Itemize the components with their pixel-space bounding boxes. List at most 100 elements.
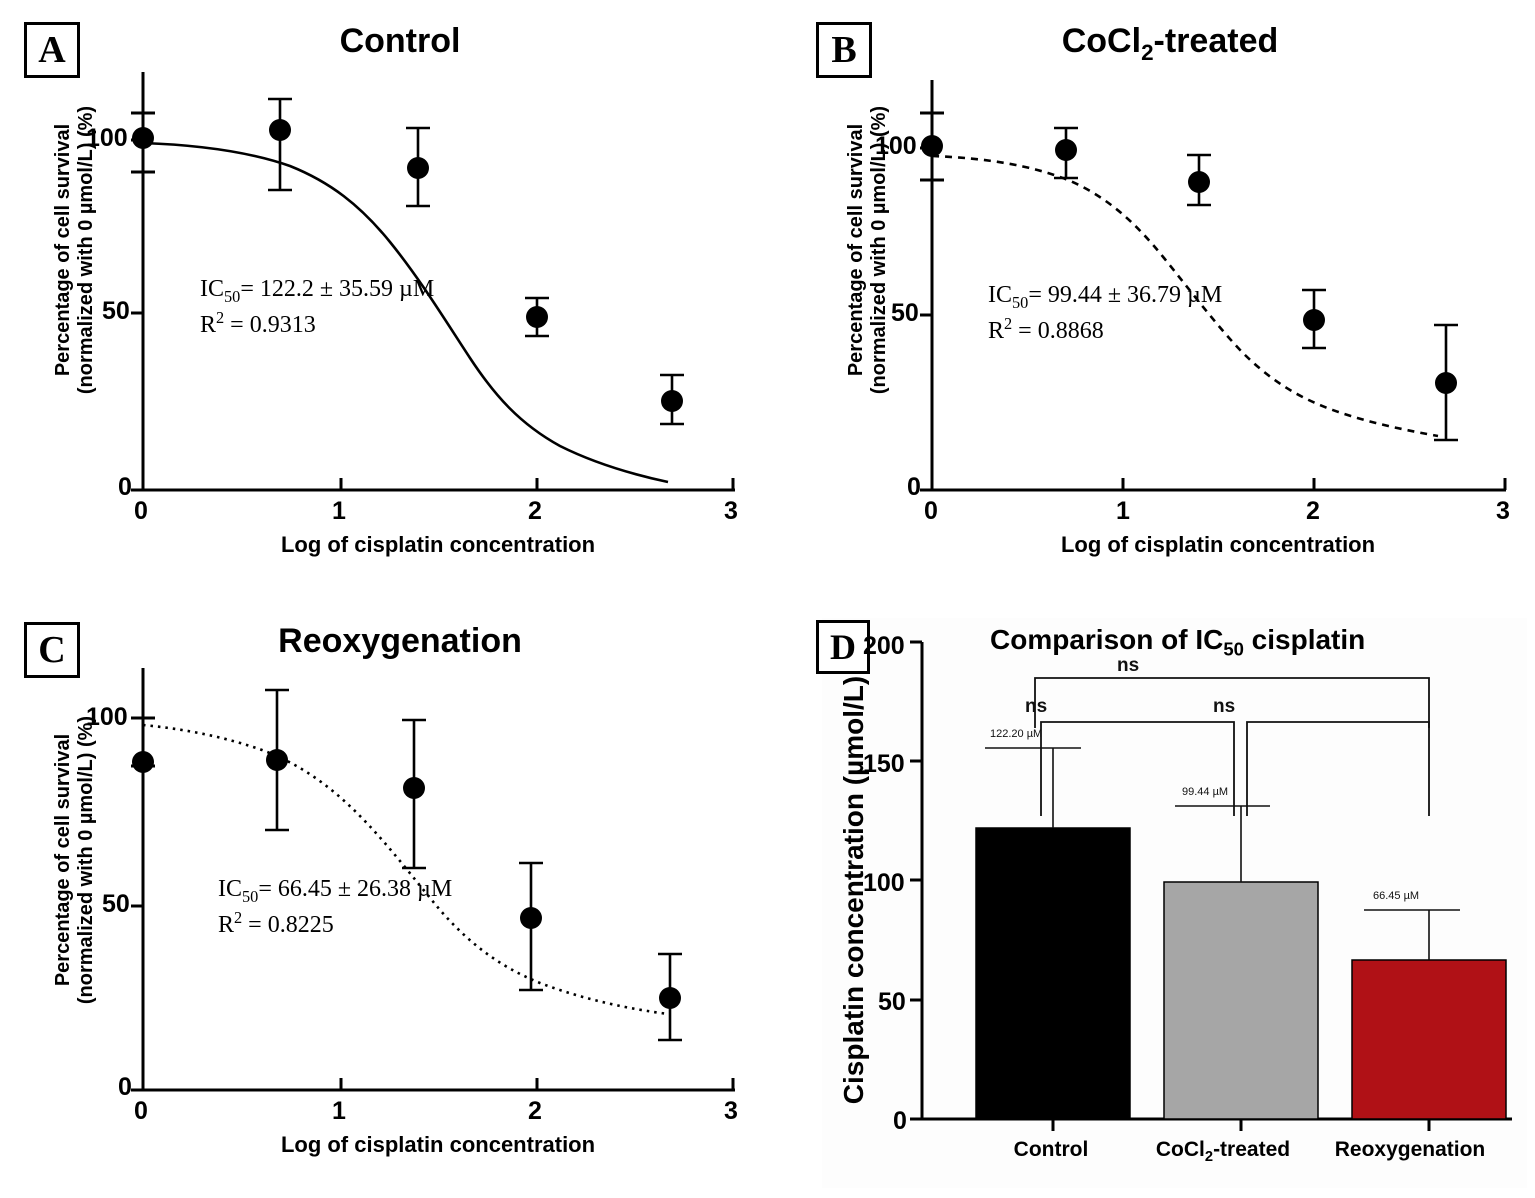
panel-b-marker-1	[1055, 139, 1077, 161]
panel-d-cat1-prefix: CoCl	[1155, 1138, 1205, 1161]
panel-a-xtick-1: 1	[332, 497, 346, 525]
panel-d-bar-cocl2	[1163, 881, 1319, 1120]
panel-d-value-label-reoxygenation: 66.45 µM	[1373, 890, 1420, 902]
panel-d-value-marker-reoxygenation	[1364, 909, 1460, 960]
panel-c-marker-1	[266, 749, 288, 771]
panel-b-xtick-0: 0	[924, 497, 938, 525]
panel-a-ic50-sub: 50	[224, 286, 241, 306]
panel-c-ytick-50: 50	[102, 890, 130, 918]
panel-c-r2-label: R	[218, 912, 235, 938]
panel-c-xtick-2: 2	[528, 1097, 542, 1125]
panel-d-bar-control	[975, 827, 1131, 1120]
panel-d-value-label-cocl2: 99.44 µM	[1182, 786, 1229, 798]
panel-c-ytick-100: 100	[86, 703, 128, 731]
panel-b-ic50-annotation: IC50= 99.44 ± 36.79 µM	[988, 278, 1222, 314]
panel-c-xtick-3: 3	[724, 1097, 738, 1125]
panel-c-r2-value: = 0.8225	[248, 912, 334, 938]
panel-c-ic50-value: = 66.45 ± 26.38 µM	[258, 876, 453, 902]
panel-d-bar-reoxygenation	[1351, 959, 1507, 1120]
panel-b-ic50-label: IC	[988, 282, 1012, 308]
panel-b-marker-4	[1435, 372, 1457, 394]
panel-d-sig-bracket-right	[1246, 721, 1430, 816]
panel-a-r2-sup: 2	[216, 308, 225, 327]
panel-c-xtick-1: 1	[332, 1097, 346, 1125]
panel-d-value-marker-cocl2	[1175, 805, 1270, 882]
panel-d-ns-label-outer: ns	[1117, 655, 1140, 676]
panel-d-ytick-50: 50	[878, 988, 906, 1016]
panel-c-ic50-label: IC	[218, 876, 242, 902]
panel-a-r2-value: = 0.9313	[230, 312, 316, 338]
panel-a-ytick-0: 0	[118, 473, 132, 501]
panel-a-title: Control	[339, 22, 461, 60]
panel-b-xtick-1: 1	[1116, 497, 1130, 525]
panel-c-title: Reoxygenation	[278, 622, 522, 660]
panel-b-ytick-100: 100	[875, 132, 917, 160]
panel-b-x-axis-title: Log of cisplatin concentration	[1060, 532, 1376, 557]
panel-b-xtick-2: 2	[1306, 497, 1320, 525]
panel-d-title: Comparison of IC50 cisplatin	[990, 624, 1365, 661]
panel-c-marker-0	[132, 751, 154, 773]
panel-d-ytick-150: 150	[863, 750, 905, 778]
panel-c-ic50-annotation: IC50= 66.45 ± 26.38 µM	[218, 872, 452, 908]
panel-a-ytick-100: 100	[86, 124, 128, 152]
panel-c-marker-2	[403, 777, 425, 799]
panel-d-ytick-200: 200	[863, 632, 905, 660]
panel-b-xtick-3: 3	[1496, 497, 1510, 525]
panel-b-letter: B	[816, 22, 872, 78]
panel-d-ns-label-right: ns	[1213, 696, 1236, 717]
panel-d-sig-bracket-outer	[1034, 677, 1430, 728]
panel-b-title-prefix: CoCl	[1061, 22, 1142, 60]
panel-c-ic50-sub: 50	[242, 886, 259, 906]
panel-a-xtick-3: 3	[724, 497, 738, 525]
panel-b-title: CoCl2-treated	[960, 22, 1380, 66]
panel-c-marker-3	[520, 907, 542, 929]
panel-a-r2-annotation: R2 = 0.9313	[200, 306, 316, 343]
panel-a-plot	[131, 72, 735, 492]
panel-c-plot	[131, 668, 735, 1092]
panel-b-r2-annotation: R2 = 0.8868	[988, 312, 1104, 349]
panel-b-ic50-sub: 50	[1012, 292, 1029, 312]
panel-d-title-suffix: cisplatin	[1243, 624, 1366, 655]
panel-a-datapoint-1	[268, 97, 292, 192]
panel-b-marker-0	[921, 135, 943, 157]
panel-b-title-suffix: -treated	[1153, 22, 1279, 60]
panel-c-r2-annotation: R2 = 0.8225	[218, 906, 334, 943]
panel-a-fit-curve	[142, 141, 669, 484]
panel-b-plot	[920, 80, 1507, 492]
panel-c-marker-4	[659, 987, 681, 1009]
panel-d-cat1-sub: 2	[1204, 1149, 1214, 1166]
panel-a-xtick-2: 2	[528, 497, 542, 525]
panel-a-letter: A	[24, 22, 80, 78]
panel-d-cat1-suffix: -treated	[1213, 1138, 1291, 1161]
panel-a-marker-3	[526, 306, 548, 328]
panel-b: B CoCl2-treated Percentage of cell survi…	[790, 0, 1535, 600]
panel-c-fit-curve	[142, 723, 669, 1016]
panel-b-r2-sup: 2	[1004, 314, 1013, 333]
panel-d-category-cocl2: CoCl2-treated	[1123, 1138, 1323, 1165]
panel-b-title-sub: 2	[1141, 39, 1154, 65]
panel-b-ic50-value: = 99.44 ± 36.79 µM	[1028, 282, 1223, 308]
panel-a-r2-label: R	[200, 312, 217, 338]
panel-a-ic50-value: = 122.2 ± 35.59 µM	[240, 276, 435, 302]
panel-d-letter: D	[816, 620, 870, 674]
panel-a-marker-4	[661, 390, 683, 412]
panel-c-letter: C	[24, 622, 80, 678]
panel-c-xtick-0: 0	[134, 1097, 148, 1125]
panel-c: C Reoxygenation Percentage of cell survi…	[0, 600, 770, 1198]
panel-b-ytick-0: 0	[907, 473, 921, 501]
panel-d-ytick-100: 100	[863, 869, 905, 897]
panel-b-marker-2	[1188, 171, 1210, 193]
panel-d-plot	[910, 640, 1512, 1131]
panel-b-r2-value: = 0.8868	[1018, 318, 1104, 344]
panel-d: D Comparison of IC50 cisplatin Cisplatin…	[800, 600, 1535, 1198]
panel-d-ns-label-left: ns	[1025, 696, 1048, 717]
panel-a-ic50-annotation: IC50= 122.2 ± 35.59 µM	[200, 272, 434, 308]
panel-b-marker-3	[1303, 309, 1325, 331]
panel-a-ytick-50: 50	[102, 297, 130, 325]
panel-a-marker-1	[269, 119, 291, 141]
panel-d-ytick-0: 0	[893, 1107, 907, 1135]
panel-d-sig-bracket-left	[1040, 721, 1235, 816]
panel-a-x-axis-title: Log of cisplatin concentration	[280, 532, 596, 557]
panel-b-fit-curve	[931, 154, 1439, 438]
